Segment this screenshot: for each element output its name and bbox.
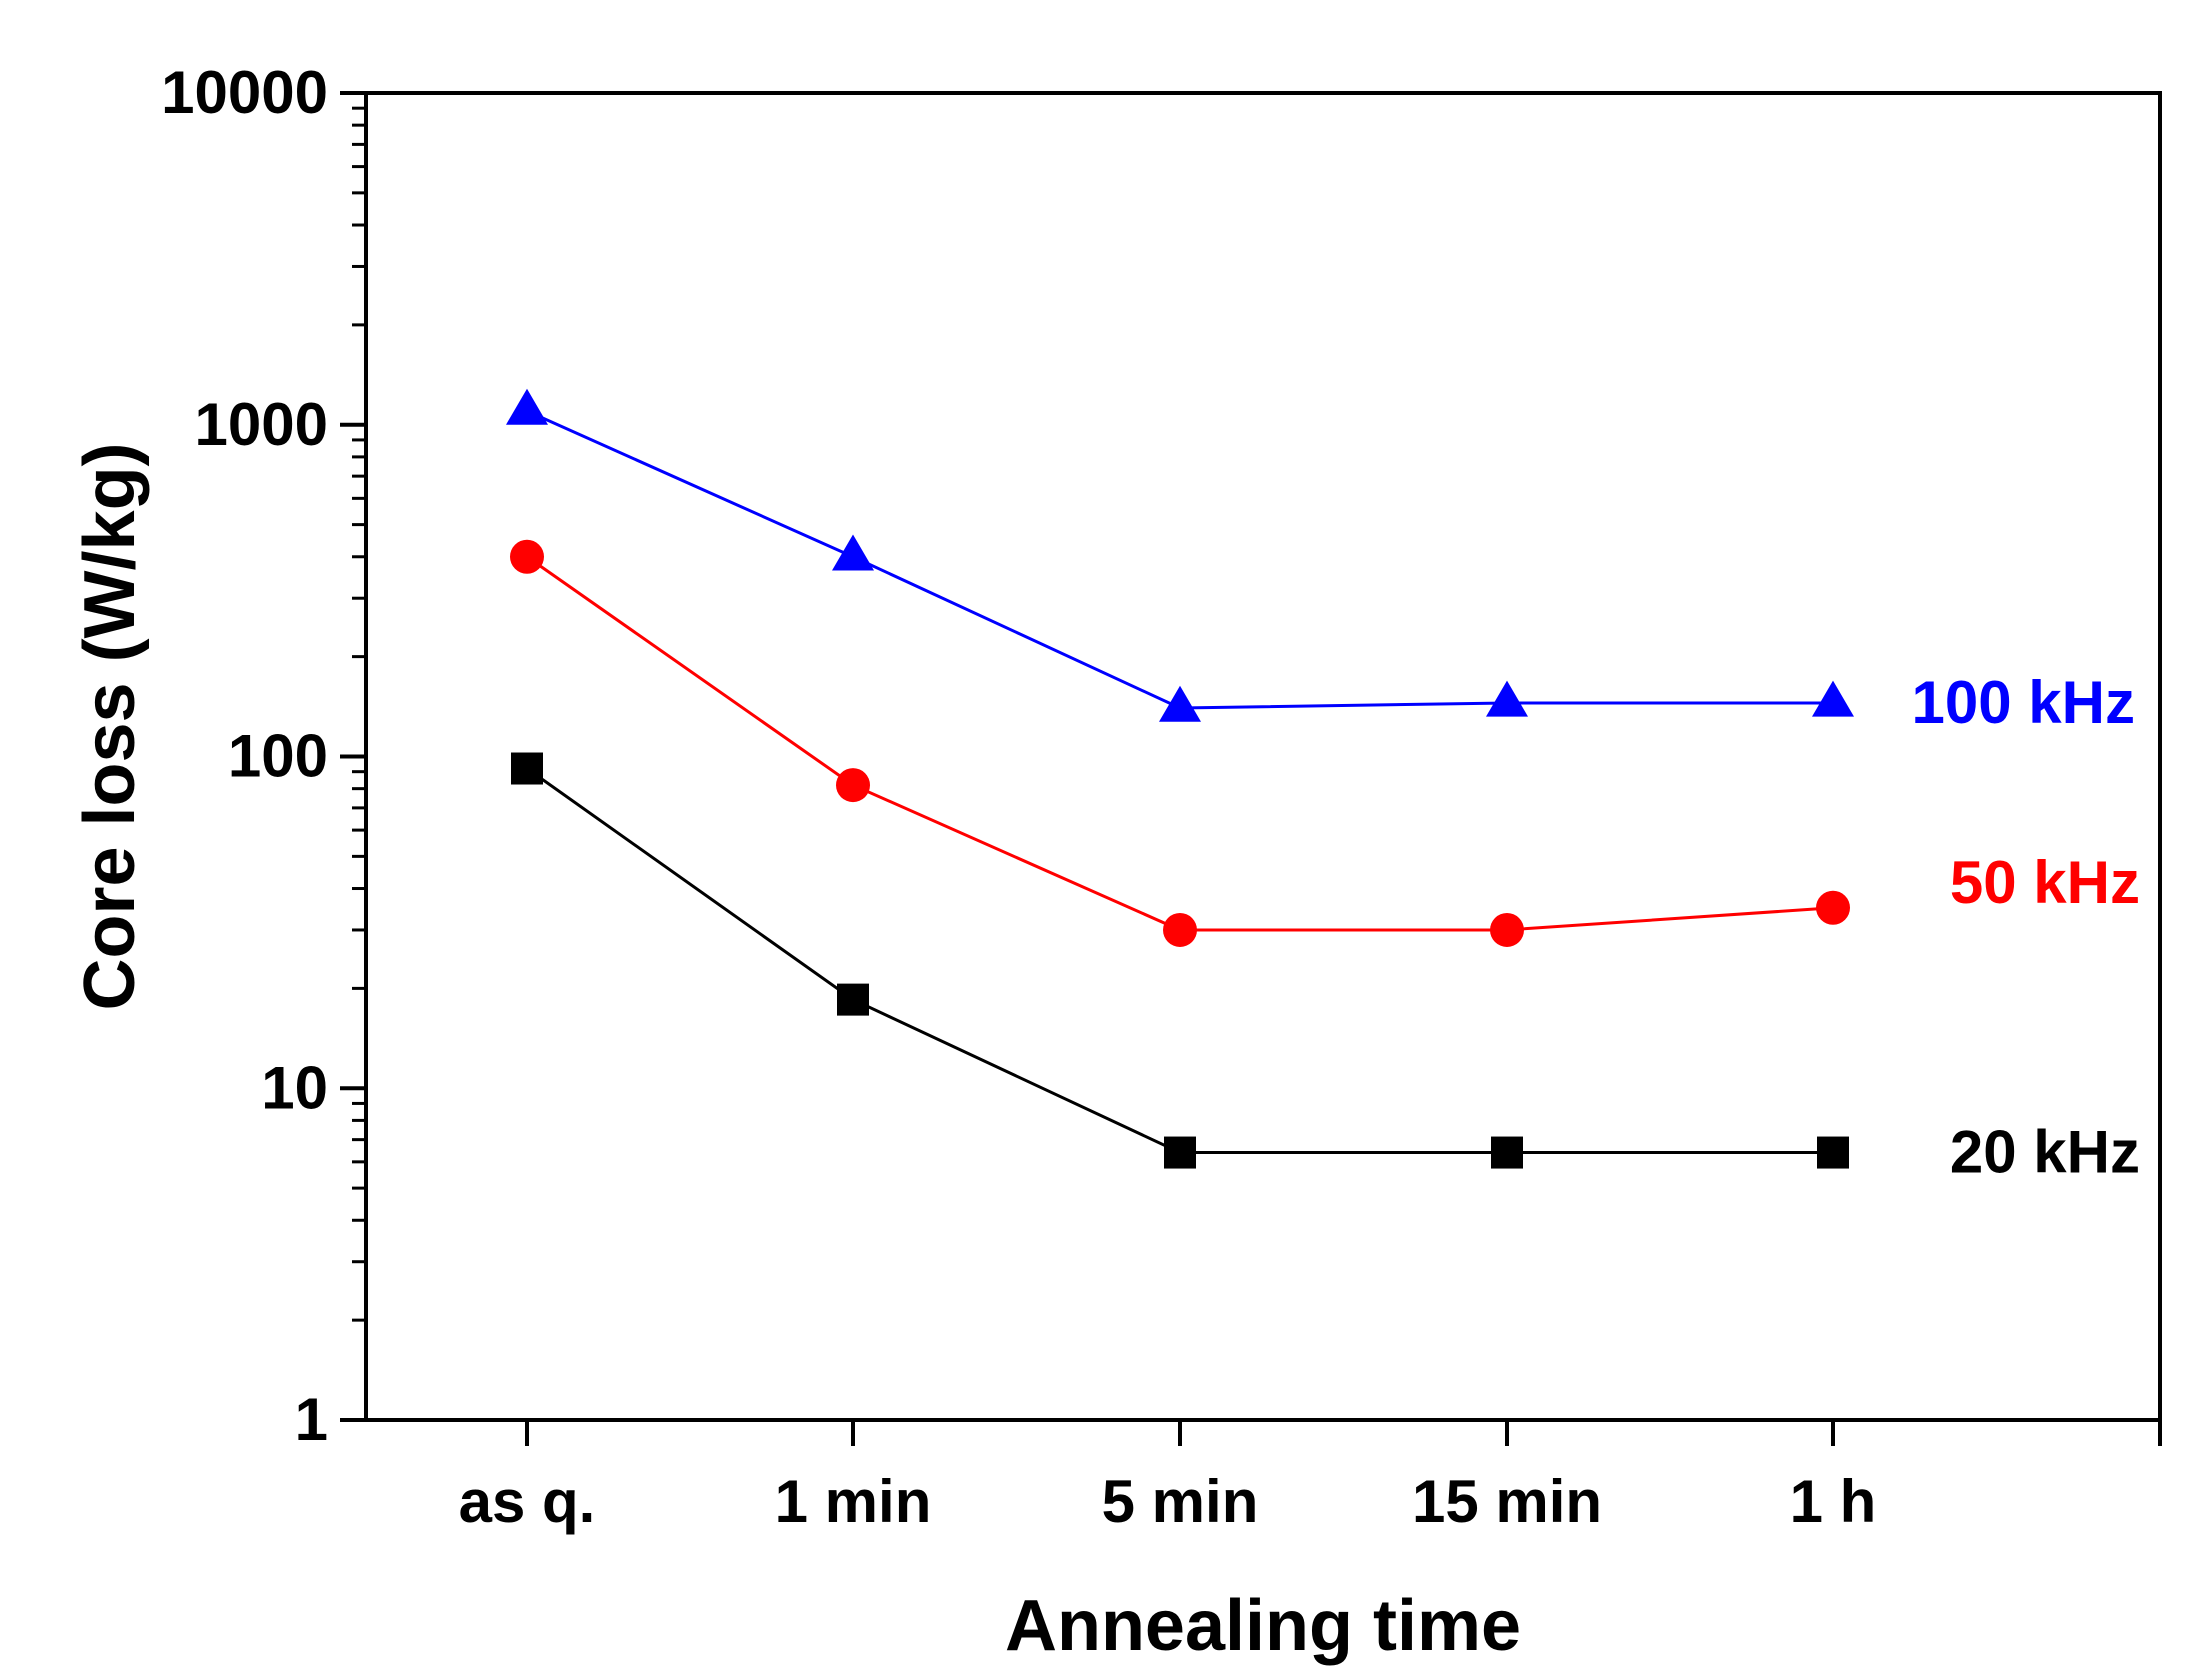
data-point xyxy=(506,388,548,425)
series-markers xyxy=(506,388,1854,1169)
data-point xyxy=(1163,912,1197,947)
x-axis-title: Annealing time xyxy=(1005,1586,1521,1666)
series-label: 20 kHz xyxy=(1950,1119,2140,1186)
data-point xyxy=(837,983,869,1016)
data-point xyxy=(1490,912,1524,947)
data-point xyxy=(1491,1136,1523,1169)
series-label: 50 kHz xyxy=(1950,849,2140,916)
y-major-ticks xyxy=(340,91,366,1422)
data-point xyxy=(1812,680,1854,717)
data-point xyxy=(1816,890,1850,925)
x-tick-label: 1 h xyxy=(1790,1468,1877,1535)
y-tick-label: 1000 xyxy=(195,391,328,458)
data-point xyxy=(832,534,874,571)
x-tick-label: 1 min xyxy=(775,1468,932,1535)
x-tick-label: as q. xyxy=(459,1468,596,1535)
x-ticks xyxy=(525,1420,2162,1446)
y-tick-label: 1 xyxy=(295,1386,328,1453)
y-tick-label: 10000 xyxy=(161,59,328,126)
y-tick-label: 10 xyxy=(261,1054,328,1121)
y-minor-ticks xyxy=(352,106,366,1322)
data-point xyxy=(1486,680,1528,717)
plot-frame xyxy=(364,91,2162,1422)
y-tick-labels: 1 10 100 1000 10000 xyxy=(161,59,328,1453)
y-axis-title: Core loss (W/kg) xyxy=(70,442,150,1010)
data-point xyxy=(510,539,544,574)
series-label: 100 kHz xyxy=(1912,669,2135,736)
data-point xyxy=(836,768,870,803)
data-point xyxy=(1159,685,1201,722)
x-tick-label: 5 min xyxy=(1102,1468,1259,1535)
data-point xyxy=(511,752,543,785)
x-tick-labels: as q. 1 min 5 min 15 min 1 h xyxy=(459,1468,1877,1535)
x-tick-label: 15 min xyxy=(1412,1468,1602,1535)
series-labels: 100 kHz 50 kHz 20 kHz xyxy=(1912,669,2140,1186)
data-point xyxy=(1164,1136,1196,1169)
data-point xyxy=(1817,1136,1849,1169)
y-tick-label: 100 xyxy=(228,723,328,790)
